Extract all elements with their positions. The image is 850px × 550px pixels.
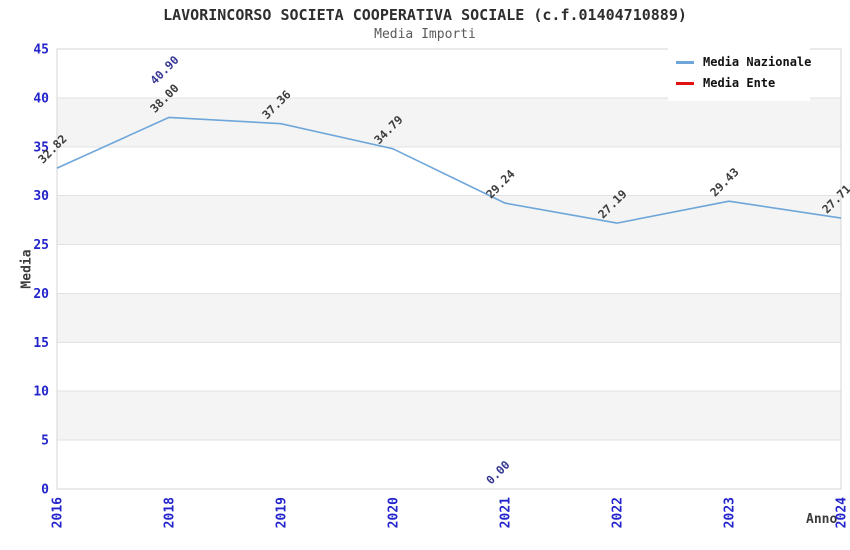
- x-tick-label: 2019: [275, 497, 290, 528]
- y-tick-label: 45: [33, 43, 49, 58]
- legend-swatch-media-nazionale: [676, 60, 694, 64]
- grid-band: [57, 97, 841, 147]
- x-tick-label: 2020: [387, 497, 402, 528]
- legend-item-label: Media Nazionale: [703, 55, 812, 69]
- x-axis-label: Anno: [806, 512, 838, 527]
- legend-item-label: Media Ente: [703, 76, 776, 90]
- data-label: 29.43: [707, 165, 741, 199]
- y-tick-label: 20: [33, 287, 49, 302]
- y-tick-label: 5: [41, 434, 49, 449]
- legend-swatch-media-ente: [676, 81, 694, 85]
- chart-title: LAVORINCORSO SOCIETA COOPERATIVA SOCIALE…: [163, 6, 687, 24]
- x-tick-label: 2024: [835, 497, 850, 528]
- y-tick-label: 10: [33, 385, 49, 400]
- data-label: 40.90: [147, 53, 181, 87]
- y-tick-label: 35: [33, 140, 49, 155]
- y-tick-label: 40: [33, 91, 49, 106]
- x-tick-label: 2016: [51, 497, 66, 528]
- chart-subtitle: Media Importi: [374, 27, 476, 42]
- series-line-media-nazionale: [56, 116, 842, 224]
- x-tick-label: 2021: [499, 497, 514, 528]
- grid-band: [57, 293, 841, 343]
- y-tick-label: 0: [41, 483, 49, 498]
- legend-item-media-nazionale: Media Nazionale: [676, 55, 812, 69]
- legend-item-media-ente: Media Ente: [676, 76, 810, 90]
- data-label: 0.00: [483, 458, 513, 488]
- y-tick-label: 25: [33, 238, 49, 253]
- legend: Media Nazionale Media Ente: [668, 44, 812, 101]
- x-tick-label: 2023: [723, 497, 738, 528]
- y-tick-label: 30: [33, 189, 49, 204]
- y-tick-label: 15: [33, 336, 49, 351]
- grid-band: [57, 195, 841, 245]
- x-tick-label: 2018: [163, 497, 178, 528]
- plot-border: [56, 48, 842, 490]
- grid-band: [57, 391, 841, 441]
- x-tick-label: 2022: [611, 497, 626, 528]
